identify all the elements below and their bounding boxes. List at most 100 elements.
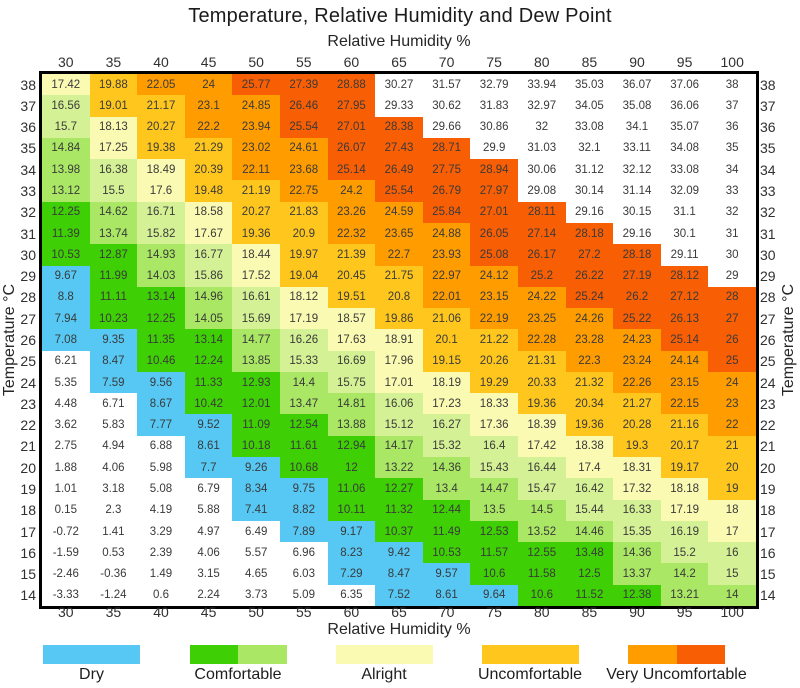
heatmap-cell: 5.98 — [137, 457, 185, 479]
legend: Dry Comfortable Alright Uncomfortable Very U… — [0, 645, 800, 688]
heatmap-cell: 33.11 — [613, 137, 661, 160]
heatmap-cell: 24.22 — [517, 286, 566, 309]
heatmap-cell: 8.47 — [375, 563, 423, 585]
x-axis-ticks-bottom-tick: 30 — [58, 604, 74, 620]
heatmap-cell: 25.54 — [279, 116, 328, 138]
heatmap-cell: 18.91 — [375, 329, 423, 351]
heatmap-cell: 31 — [708, 222, 756, 245]
heatmap-cell: 20.34 — [565, 393, 614, 415]
heatmap-cell: 19.38 — [137, 137, 185, 160]
y-axis-ticks-right-tick: 18 — [760, 502, 776, 519]
heatmap-cell: 12.01 — [232, 393, 280, 415]
heatmap-cell: -1.24 — [89, 584, 138, 606]
heatmap-cell: 24.61 — [279, 137, 328, 160]
heatmap-cell: 25.77 — [232, 74, 280, 96]
legend-item: Comfortable — [189, 645, 287, 683]
heatmap-cell: 13.85 — [232, 350, 280, 372]
heatmap-cell: 24 — [184, 74, 233, 96]
x-axis-ticks-top-tick: 60 — [343, 54, 360, 70]
heatmap-cell: 34.05 — [565, 95, 614, 117]
heatmap-cell: 7.08 — [42, 329, 90, 351]
heatmap-cell: 10.11 — [327, 499, 376, 521]
heatmap-cell: 19 — [708, 478, 756, 500]
heatmap-cell: 4.94 — [89, 435, 138, 458]
heatmap-cell: 13.52 — [517, 520, 566, 543]
x-axis-ticks-top-tick: 80 — [534, 54, 550, 70]
heatmap-cell: 29.16 — [613, 222, 661, 245]
y-axis-ticks-left-tick: 24 — [20, 374, 36, 391]
heatmap-cell: 34.1 — [613, 116, 661, 138]
heatmap-cell: 8.61 — [422, 584, 471, 606]
heatmap-cell: 13.37 — [613, 563, 661, 585]
heatmap-cell: 30.15 — [613, 201, 661, 223]
heatmap-cell: 1.41 — [89, 520, 138, 543]
heatmap-cell: 12.87 — [89, 244, 138, 266]
heatmap-cell: 10.68 — [279, 457, 328, 479]
heatmap-cell: 20.33 — [517, 371, 566, 394]
heatmap-cell: 16.38 — [89, 159, 138, 181]
heatmap-cell: 17.19 — [660, 499, 709, 521]
heatmap-cell: 16.06 — [375, 393, 423, 415]
heatmap-cell: 0.15 — [42, 499, 90, 521]
heatmap-cell: 3.29 — [137, 520, 185, 543]
legend-swatch — [628, 645, 725, 664]
heatmap-cell: 32.12 — [613, 159, 661, 181]
heatmap-cell: 15.7 — [42, 116, 90, 138]
x-axis-ticks-top-tick: 35 — [105, 54, 122, 70]
heatmap-cell: 18.57 — [327, 308, 376, 330]
heatmap-cell: 15 — [708, 563, 756, 585]
heatmap-cell: 9.75 — [279, 478, 328, 500]
heatmap-cell: 1.88 — [42, 457, 90, 479]
heatmap-cell: 14.81 — [327, 393, 376, 415]
heatmap-cell: 12 — [327, 457, 376, 479]
x-axis-ticks-bottom-tick: 90 — [629, 604, 645, 620]
heatmap-cell: 17.42 — [42, 74, 90, 96]
heatmap-cell: 28.38 — [375, 116, 423, 138]
heatmap-cell: 33.08 — [660, 159, 709, 181]
heatmap-cell: 7.7 — [184, 457, 233, 479]
legend-swatch — [481, 645, 579, 664]
heatmap-cell: 31.14 — [613, 180, 661, 202]
heatmap-cell: 23.24 — [613, 350, 661, 372]
heatmap-cell: 36.06 — [660, 95, 709, 117]
heatmap-cell: 26.2 — [613, 286, 661, 309]
heatmap-cell: 15.86 — [184, 265, 233, 287]
heatmap-cell: 27.97 — [470, 180, 518, 202]
heatmap-cell: 11.09 — [232, 414, 280, 436]
heatmap-cell: 13.48 — [565, 542, 614, 564]
heatmap-cell: 27.14 — [517, 222, 566, 245]
x-axis-ticks-top-tick: 30 — [58, 54, 74, 70]
heatmap-cell: 14 — [708, 584, 756, 606]
y-axis-ticks-left-tick: 31 — [20, 225, 36, 242]
heatmap-cell: 14.17 — [375, 435, 423, 458]
x-axis-ticks-top-tick: 90 — [629, 54, 645, 70]
heatmap-cell: 4.97 — [184, 520, 233, 543]
heatmap-cell: 12.53 — [470, 520, 518, 543]
heatmap-cell: 22.97 — [422, 265, 471, 287]
y-axis-ticks-right-tick: 23 — [760, 395, 776, 412]
heatmap-cell: 12.54 — [279, 414, 328, 436]
heatmap-cell: 12.93 — [232, 371, 280, 394]
heatmap-cell: 2.75 — [42, 435, 90, 458]
heatmap-cell: 15.5 — [89, 180, 138, 202]
heatmap-cell: 10.18 — [232, 435, 280, 458]
heatmap-cell: 36 — [708, 116, 756, 138]
heatmap-cell: 27.01 — [327, 116, 376, 138]
heatmap-cell: 11.33 — [184, 371, 233, 394]
heatmap-cell: 19.29 — [470, 371, 518, 394]
y-axis-ticks-left-tick: 16 — [20, 544, 36, 561]
heatmap-cell: 22.2 — [184, 116, 233, 138]
legend-label: Uncomfortable — [477, 666, 583, 683]
x-axis-ticks-top-tick: 40 — [153, 54, 169, 70]
heatmap-cell: 23.65 — [375, 222, 423, 245]
heatmap-cell: 11.99 — [89, 265, 138, 287]
heatmap-cell: 17.4 — [565, 457, 614, 479]
y-axis-ticks-right-tick: 31 — [760, 225, 776, 242]
y-axis-ticks-left-tick: 35 — [20, 140, 36, 157]
heatmap-cell: 13.98 — [42, 159, 90, 181]
y-axis-label-right: Temperature °C — [780, 283, 797, 397]
heatmap-cell: 16.71 — [137, 201, 185, 223]
heatmap-cell: 37.06 — [660, 74, 709, 96]
heatmap-cell: 35.08 — [613, 95, 661, 117]
heatmap-cell: 19.01 — [89, 95, 138, 117]
